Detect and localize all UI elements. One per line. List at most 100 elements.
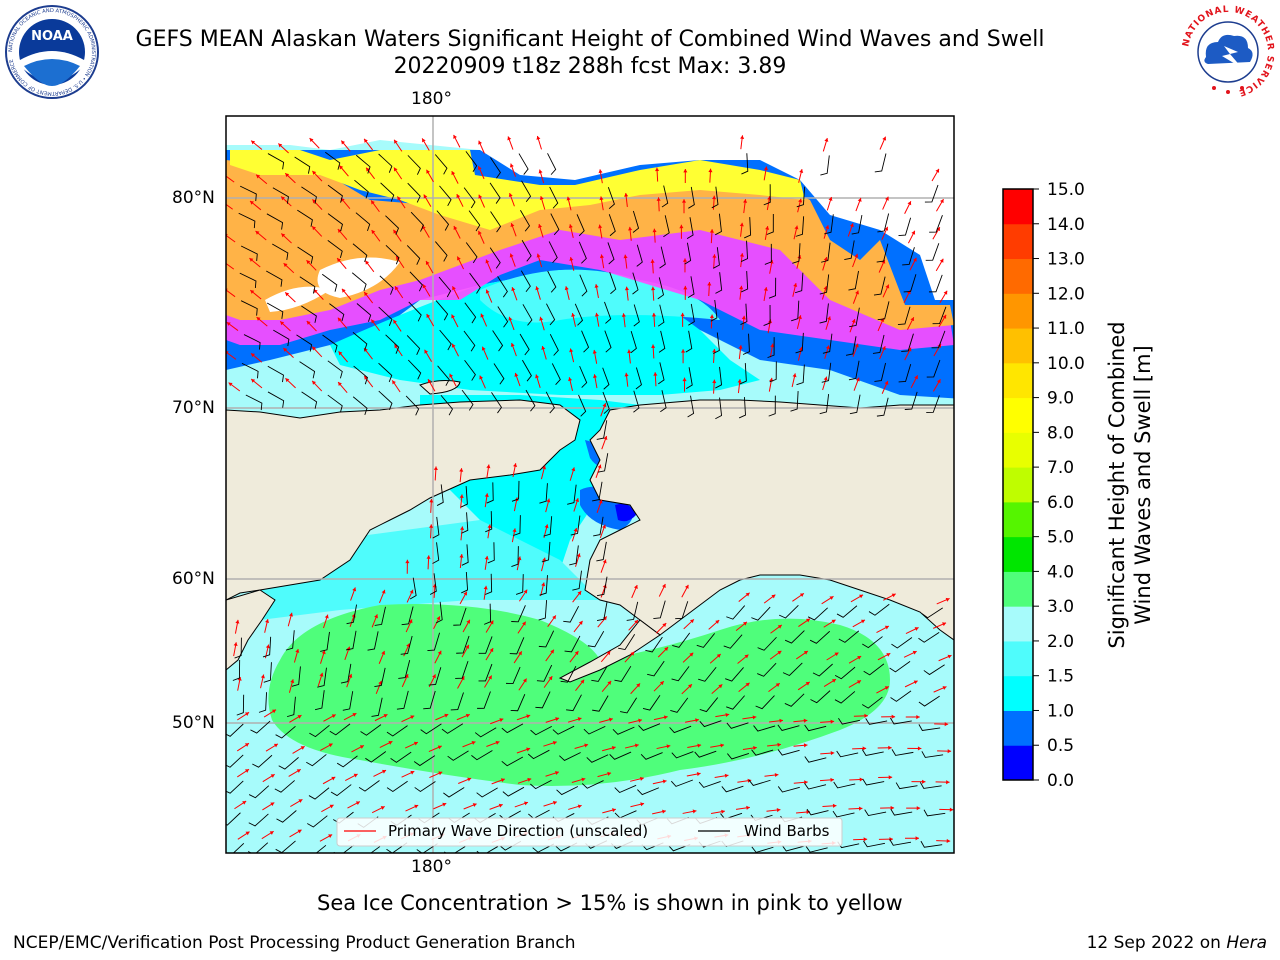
wave-arrow-head (451, 314, 455, 319)
wave-arrow-head (739, 253, 744, 257)
wave-arrow-head (577, 717, 582, 722)
wave-arrow-head (512, 528, 517, 533)
wind-barb (485, 511, 493, 533)
wind-barb (669, 725, 692, 734)
wind-barb (726, 605, 746, 620)
wave-arrow-head (245, 831, 250, 836)
wave-arrow-head (285, 173, 290, 178)
wind-barb (330, 784, 352, 797)
wind-barb (918, 695, 940, 707)
wave-arrow-head (628, 226, 633, 231)
wave-arrow-head (382, 769, 387, 774)
wave-arrow-head (510, 342, 515, 347)
wind-barb (439, 185, 452, 207)
wave-arrow-head (242, 801, 247, 805)
wind-barb (423, 690, 436, 710)
wind-barb (278, 757, 299, 770)
wave-arrow-head (884, 226, 889, 231)
wind-barb (844, 240, 855, 261)
wave-arrow-head (806, 618, 810, 623)
wave-arrow-head (798, 198, 803, 203)
wind-barb (653, 600, 666, 619)
wind-barb (414, 781, 436, 793)
wave-arrow-head (577, 804, 582, 809)
wind-barb (698, 666, 717, 682)
wind-barb (715, 213, 722, 236)
wave-arrow-head (709, 314, 714, 319)
wind-barb (385, 334, 400, 354)
wind-barb (638, 723, 661, 732)
wave-arrow-head (432, 674, 436, 679)
map-legend: Primary Wave Direction (unscaled) Wind B… (336, 817, 843, 847)
wind-barb (455, 661, 469, 679)
wave-arrow-head (337, 317, 342, 322)
wind-barb (848, 360, 860, 381)
wind-barb (327, 360, 343, 379)
wind-barb (926, 359, 941, 378)
wave-arrow-head (594, 312, 599, 317)
wind-barb (379, 275, 394, 295)
wind-barb (604, 301, 612, 324)
wind-barb (782, 662, 803, 677)
wind-barb (660, 390, 667, 413)
wind-barb (618, 634, 636, 651)
colorbar-tick-label: 10.0 (1047, 354, 1085, 374)
wave-arrow-head (946, 838, 951, 844)
colorbar-segment (1003, 501, 1033, 538)
wind-barb (768, 395, 776, 417)
wind-barb (327, 240, 343, 259)
wind-barb (876, 243, 889, 263)
wind-barb (671, 751, 694, 759)
wind-barb (461, 512, 469, 534)
wind-barb (849, 307, 860, 328)
wave-arrow-head (365, 260, 370, 265)
wave-arrow-head (511, 287, 516, 292)
wave-arrow-head (830, 777, 834, 782)
wave-arrow-head (423, 194, 428, 199)
wave-arrow-head (763, 166, 768, 171)
wave-arrow-head (465, 644, 469, 649)
wind-barb (587, 630, 605, 648)
wind-barb (535, 691, 551, 709)
wave-arrow-head (683, 285, 688, 290)
wave-arrow-head (739, 285, 744, 290)
wave-arrow-head (652, 228, 657, 233)
wind-barb (501, 723, 524, 734)
wind-barb (633, 304, 640, 327)
wind-barb (804, 756, 827, 763)
wave-arrow-head (947, 749, 952, 754)
wind-barb (596, 420, 608, 440)
wave-arrow-head (393, 319, 397, 324)
wind-barb (832, 810, 855, 818)
legend-wave-label: Primary Wave Direction (unscaled) (388, 822, 648, 840)
wave-arrow-head (792, 373, 797, 378)
wave-arrow-head (485, 259, 490, 264)
colorbar-segment (1003, 710, 1033, 746)
land-kamchatka (226, 589, 276, 671)
wind-barb (795, 332, 804, 354)
wave-arrow-head (429, 524, 434, 528)
wave-arrow-head (526, 747, 531, 752)
wind-barb (435, 601, 443, 624)
wave-arrow-head (634, 619, 639, 624)
wind-barb (658, 330, 666, 353)
wave-arrow-head (300, 746, 305, 750)
wave-arrow-head (569, 257, 574, 261)
wind-barb (592, 481, 603, 502)
wind-barb (687, 276, 695, 299)
chart-title: GEFS MEAN Alaskan Waters Significant Hei… (135, 27, 1045, 52)
wave-arrow-head (425, 260, 430, 265)
wind-barb (632, 210, 640, 233)
wave-arrow-head (283, 263, 288, 268)
wave-arrow-head (380, 806, 385, 810)
wind-barb (607, 242, 615, 265)
wave-arrow-head (374, 614, 378, 619)
wind-barb (226, 723, 244, 737)
wave-arrow-head (383, 714, 388, 718)
wind-barb (407, 155, 421, 175)
lat-label-70: 70°N (172, 398, 215, 418)
wind-barb (340, 663, 352, 684)
wind-barb (234, 637, 242, 659)
wind-barb (333, 844, 355, 853)
wave-arrow-head (297, 715, 302, 719)
